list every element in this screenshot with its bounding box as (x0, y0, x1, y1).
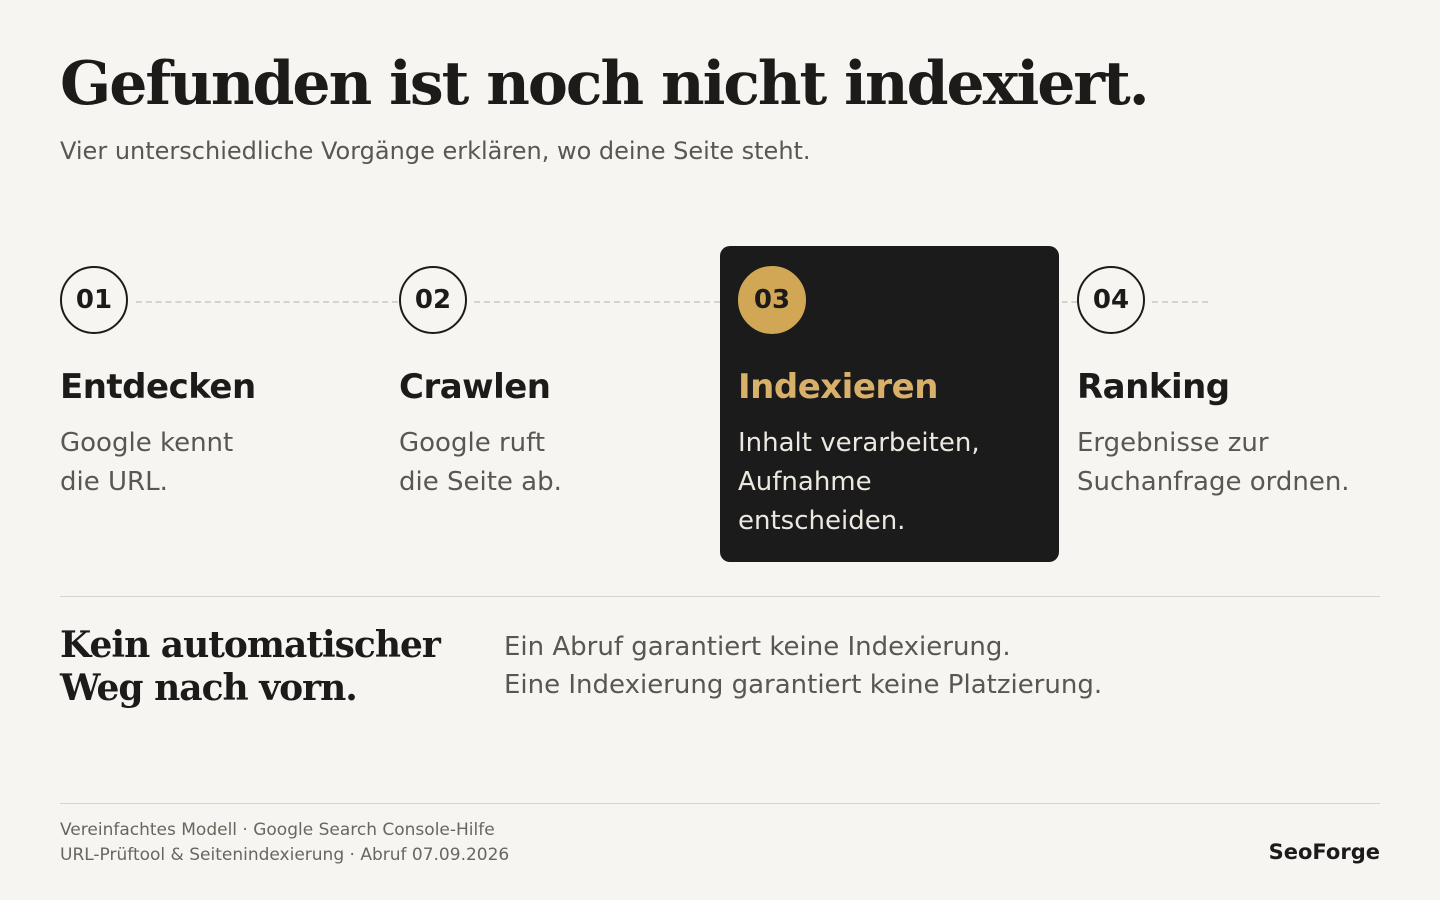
conclusion-text: Ein Abruf garantiert keine Indexierung. … (504, 628, 1102, 704)
step-description-line: Suchanfrage ordnen. (1077, 467, 1350, 497)
step-crawlen: 02 Crawlen Google ruft die Seite ab. (399, 246, 738, 562)
source-note: Vereinfachtes Modell · Google Search Con… (60, 818, 509, 868)
step-description-line: die URL. (60, 467, 168, 497)
step-description-line: Google ruft (399, 428, 546, 458)
conclusion-text-line: Eine Indexierung garantiert keine Platzi… (504, 670, 1103, 700)
conclusion-title-line: Kein automatischer (60, 624, 441, 666)
connector-line (474, 301, 720, 303)
step-description: Google kennt die URL. (60, 424, 233, 502)
step-description-line: die Seite ab. (399, 467, 562, 497)
step-description: Google ruft die Seite ab. (399, 424, 562, 502)
step-number-badge: 04 (1077, 266, 1145, 334)
step-title: Indexieren (738, 367, 938, 407)
step-description-line: Google kennt (60, 428, 234, 458)
step-entdecken: 01 Entdecken Google kennt die URL. (60, 246, 399, 562)
connector-line (1062, 301, 1077, 303)
step-ranking: 04 Ranking Ergebnisse zur Suchanfrage or… (1077, 246, 1380, 562)
step-title: Entdecken (60, 367, 256, 407)
brand-logo: SeoForge (1268, 840, 1380, 864)
page-title: Gefunden ist noch nicht indexiert. (60, 49, 1150, 119)
conclusion-title: Kein automatischer Weg nach vorn. (60, 624, 441, 710)
step-number-badge: 03 (738, 266, 806, 334)
section-divider (60, 596, 1380, 597)
connector-line (1152, 301, 1208, 303)
step-title: Crawlen (399, 367, 551, 407)
step-description: Ergebnisse zur Suchanfrage ordnen. (1077, 424, 1350, 502)
step-indexieren: 03 Indexieren Inhalt verarbeiten, Aufnah… (720, 246, 1059, 562)
step-description-line: Inhalt verarbeiten, (738, 428, 980, 458)
footer-divider (60, 803, 1380, 804)
source-note-line: Vereinfachtes Modell · Google Search Con… (60, 820, 495, 840)
source-note-line: URL-Prüftool & Seitenindexierung · Abruf… (60, 845, 510, 865)
step-description-line: Ergebnisse zur (1077, 428, 1269, 458)
page-subtitle: Vier unterschiedliche Vorgänge erklären,… (60, 137, 811, 165)
step-number-badge: 01 (60, 266, 128, 334)
step-description-line: Aufnahme (738, 467, 872, 497)
step-title: Ranking (1077, 367, 1230, 407)
conclusion-title-line: Weg nach vorn. (60, 667, 358, 709)
conclusion-text-line: Ein Abruf garantiert keine Indexierung. (504, 632, 1011, 662)
connector-line (136, 301, 398, 303)
process-steps: 01 Entdecken Google kennt die URL. 02 Cr… (60, 246, 1380, 562)
step-description-line: entscheiden. (738, 506, 906, 536)
step-description: Inhalt verarbeiten, Aufnahme entscheiden… (738, 424, 980, 541)
step-number-badge: 02 (399, 266, 467, 334)
